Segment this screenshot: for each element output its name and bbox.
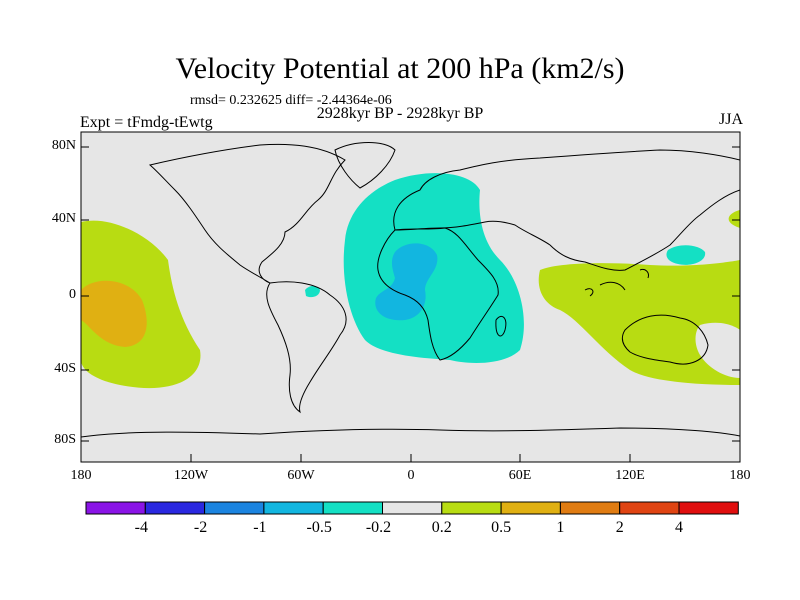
colorbar-label-7: 1	[556, 519, 565, 536]
colorbar-label-1: -2	[193, 519, 208, 536]
lon-label-120e: 120E	[615, 468, 645, 483]
colorbar-box-1	[144, 501, 206, 515]
lon-label-60w: 60W	[287, 468, 315, 483]
colorbar-label-3: -0.5	[306, 519, 332, 536]
colorbar-label-5: 0.2	[431, 519, 452, 536]
coastline-islands-asia	[584, 269, 649, 297]
colorbar-box-4	[322, 501, 384, 515]
colorbar-box-9	[619, 501, 680, 515]
lon-label-180e: 180	[729, 468, 751, 483]
coastline-south-america	[266, 281, 347, 414]
lat-label-80n: 80N	[51, 138, 76, 153]
colorbar-label-9: 4	[675, 519, 683, 536]
positive-anomaly-dateline-north	[728, 210, 740, 228]
colorbar-label-2: -1	[253, 519, 267, 536]
colorbar-box-6	[441, 501, 502, 515]
colorbar-box-7	[500, 501, 561, 515]
lon-label-120w: 120W	[173, 468, 209, 483]
lon-label-60e: 60E	[508, 468, 532, 483]
coastline-australia	[621, 314, 709, 365]
rmsd-diff-stats: rmsd= 0.232625 diff= -2.44364e-06	[190, 93, 392, 108]
strong-positive-anomaly-east-pacific	[81, 280, 147, 347]
lon-label-0: 0	[407, 468, 415, 483]
lat-label-40n: 40N	[51, 211, 76, 226]
colorbar-box-2	[204, 501, 265, 515]
colorbar-box-3	[263, 501, 324, 515]
positive-anomaly-indo-pacific	[538, 260, 740, 385]
colorbar-box-5	[382, 501, 443, 515]
colorbar-box-8	[559, 501, 621, 515]
lon-label-180w: 180	[70, 468, 92, 483]
coastline-north-america	[148, 143, 346, 284]
colorbar-box-0	[85, 501, 146, 515]
lat-label-40s: 40S	[54, 361, 76, 376]
colorbar	[85, 501, 739, 515]
colorbar-label-0: -4	[134, 519, 148, 536]
coastline-greenland	[334, 142, 396, 189]
negative-anomaly-amazon	[305, 285, 320, 298]
colorbar-label-4: -0.2	[365, 519, 392, 536]
coastlines	[81, 142, 740, 438]
time-period: 2928kyr BP - 2928kyr BP	[316, 105, 484, 122]
coastline-madagascar	[495, 315, 507, 337]
coastline-eurasia	[393, 149, 740, 271]
lat-label-0: 0	[69, 287, 76, 302]
coastline-africa	[377, 227, 499, 361]
coastline-antarctica	[81, 427, 740, 438]
colorbar-label-8: 2	[615, 519, 624, 536]
experiment-label: Expt = tFmdg-tEwtg	[80, 114, 213, 131]
axis-ticks	[80, 146, 741, 462]
negative-anomaly-west-pacific	[666, 245, 706, 265]
map-title: Velocity Potential at 200 hPa (km2/s)	[175, 52, 625, 85]
colorbar-box-10	[678, 501, 739, 515]
lat-label-80s: 80S	[54, 432, 76, 447]
neutral-area-australia-east	[695, 322, 740, 378]
strong-negative-anomaly-west-africa	[375, 243, 438, 321]
season-label: JJA	[718, 111, 743, 128]
colorbar-label-6: 0.5	[491, 519, 512, 536]
